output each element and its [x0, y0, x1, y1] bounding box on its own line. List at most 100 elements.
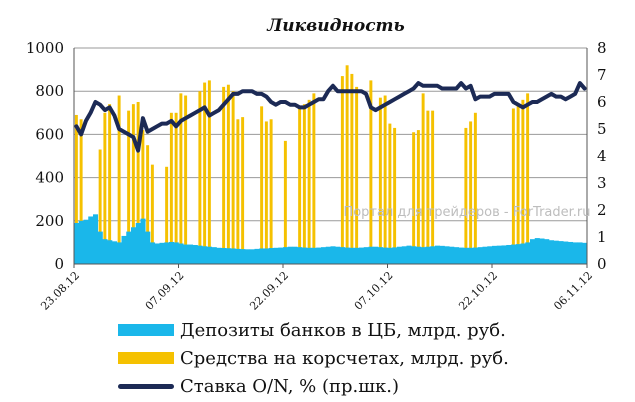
deposit-bar: [373, 246, 379, 264]
deposit-bar: [302, 247, 308, 264]
correspondent-bar: [416, 130, 420, 264]
deposit-bar: [121, 235, 127, 264]
x-tick-label: 07.10.12: [352, 269, 396, 313]
deposit-bar: [116, 242, 122, 264]
deposit-bar: [553, 240, 559, 264]
correspondent-bar: [388, 123, 392, 264]
y2-tick-label: 7: [597, 66, 607, 84]
deposit-bar: [135, 222, 141, 264]
y-tick-label: 600: [35, 125, 64, 143]
deposit-bars: [74, 214, 588, 264]
deposit-bar: [572, 242, 578, 264]
deposit-bar: [321, 247, 327, 264]
correspondent-bar: [526, 93, 530, 264]
deposit-bar: [492, 245, 498, 264]
deposit-bar: [558, 241, 564, 264]
deposit-bar: [473, 247, 479, 264]
deposit-bar: [268, 248, 274, 264]
deposit-bar: [216, 247, 222, 264]
legend-item-correspondent: Средства на корсчетах, млрд. руб.: [118, 344, 509, 372]
correspondent-bar: [431, 110, 435, 264]
correspondent-bar: [516, 104, 520, 264]
deposit-bar: [563, 241, 569, 264]
deposit-bar: [477, 247, 483, 264]
deposit-bar: [411, 246, 417, 264]
deposit-bar: [515, 244, 521, 264]
deposit-bar: [226, 248, 232, 264]
deposit-bar: [458, 247, 464, 264]
correspondent-bar: [141, 130, 145, 264]
deposit-bar: [264, 248, 270, 264]
y2-tick-label: 2: [597, 201, 607, 219]
axes: [73, 48, 588, 265]
deposit-bar: [487, 246, 493, 264]
deposit-bar: [273, 247, 279, 264]
legend-label-correspondent: Средства на корсчетах, млрд. руб.: [180, 347, 509, 369]
deposit-bar: [169, 241, 175, 264]
deposit-bar: [496, 245, 502, 264]
correspondent-bar: [393, 127, 397, 264]
correspondent-bar: [241, 117, 245, 265]
deposit-bar: [154, 243, 160, 264]
deposit-bar: [207, 246, 213, 264]
y2-tick-label: 3: [597, 174, 607, 192]
deposit-bar: [401, 246, 407, 264]
deposit-bar: [126, 231, 132, 264]
deposit-bar: [178, 243, 184, 264]
deposit-bar: [582, 242, 588, 264]
correspondent-bar: [412, 132, 416, 264]
correspondent-bar: [521, 99, 525, 264]
deposit-bar: [511, 244, 517, 264]
deposit-bar: [387, 247, 393, 264]
correspondent-bar: [302, 104, 306, 264]
deposit-bar: [501, 245, 507, 264]
deposit-bar: [254, 248, 260, 264]
correspondent-bar: [264, 121, 268, 264]
correspondent-bar: [222, 86, 226, 264]
deposit-bar: [382, 247, 388, 264]
deposit-bar: [325, 246, 331, 264]
deposit-bar: [425, 246, 431, 264]
deposit-bar: [463, 247, 469, 264]
deposit-bar: [297, 247, 303, 264]
deposit-bar: [340, 247, 346, 264]
deposit-bar: [97, 231, 103, 264]
deposit-bar: [435, 245, 441, 264]
deposit-bar: [150, 242, 156, 264]
correspondent-bar: [150, 164, 154, 264]
deposit-bar: [249, 249, 255, 264]
x-tick-label: 23.08.12: [38, 269, 82, 313]
deposit-bar: [525, 242, 531, 264]
correspondent-bar: [236, 119, 240, 264]
correspondent-bar: [260, 106, 264, 264]
deposit-bar: [192, 244, 198, 264]
deposit-bar: [530, 239, 536, 264]
deposit-bar: [83, 219, 89, 264]
deposit-bar: [420, 247, 426, 264]
deposit-bar: [145, 231, 151, 264]
correspondent-bar: [269, 119, 273, 264]
correspondent-bar: [378, 97, 382, 265]
deposit-bar: [183, 244, 189, 264]
deposit-bar: [363, 247, 369, 264]
deposit-bar: [235, 248, 241, 264]
correspondent-bar: [74, 114, 78, 265]
y-axis-left: 0 200 400 600 800 1000: [26, 39, 64, 273]
correspondent-bar: [473, 112, 477, 264]
correspondent-bar: [127, 110, 131, 264]
deposit-bar: [392, 247, 398, 264]
deposit-bar: [568, 241, 574, 264]
deposit-bar: [292, 246, 298, 264]
deposit-bar: [74, 222, 80, 264]
deposit-bar: [330, 246, 336, 264]
deposit-bar: [188, 244, 194, 264]
correspondent-bar: [98, 149, 102, 264]
deposit-bar: [316, 247, 322, 264]
correspondent-bar: [226, 84, 230, 264]
y2-tick-label: 1: [597, 228, 607, 246]
correspondent-bar: [136, 102, 140, 264]
deposit-bar: [506, 244, 512, 264]
x-axis: 23.08.12 07.09.12 22.09.12 07.10.12 22.10.12…: [38, 264, 595, 313]
correspondent-bar: [464, 127, 468, 264]
